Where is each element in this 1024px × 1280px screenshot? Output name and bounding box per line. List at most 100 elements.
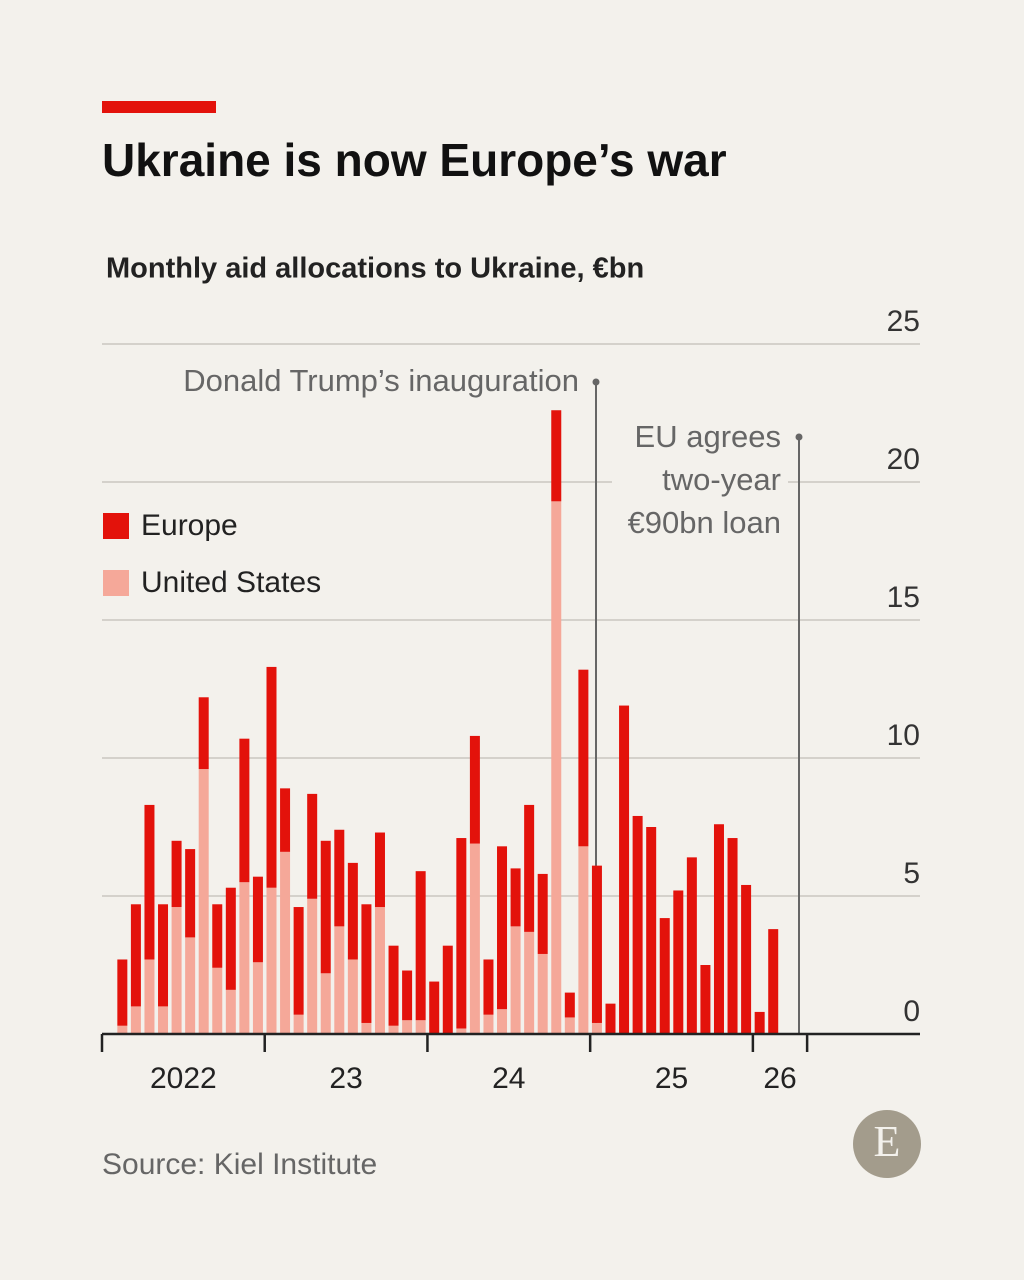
bar-segment bbox=[591, 1022, 602, 1034]
bar-segment bbox=[388, 945, 399, 1026]
annotation-bg bbox=[612, 506, 788, 544]
logo-circle bbox=[853, 1110, 921, 1178]
bar-segment bbox=[171, 840, 182, 908]
bar-segment bbox=[158, 904, 169, 1007]
x-tick-label: 23 bbox=[329, 1062, 362, 1095]
bar-segment bbox=[713, 824, 724, 1034]
bar-segment bbox=[673, 890, 684, 1034]
bar-segment bbox=[402, 1020, 413, 1034]
annotation-bg bbox=[612, 463, 788, 501]
bar-segment bbox=[144, 804, 155, 960]
bar-segment bbox=[619, 705, 630, 1034]
bar-segment bbox=[741, 884, 752, 1034]
bar-segment bbox=[334, 829, 345, 927]
bar-segment bbox=[578, 669, 589, 847]
bar-segment bbox=[456, 838, 467, 1029]
bar-segment bbox=[578, 846, 589, 1034]
bar-segment bbox=[483, 959, 494, 1015]
bar-segment bbox=[605, 1003, 616, 1034]
bar-segment bbox=[252, 876, 263, 963]
bar-segment bbox=[632, 815, 643, 1034]
legend-label: United States bbox=[141, 566, 321, 599]
annotation-dot bbox=[795, 433, 803, 441]
bar-segment bbox=[510, 926, 521, 1034]
bar-segment bbox=[483, 1014, 494, 1034]
bar-segment bbox=[293, 1014, 304, 1034]
bar-segment bbox=[564, 992, 575, 1018]
y-tick-label: 5 bbox=[903, 857, 920, 890]
bar-segment bbox=[252, 962, 263, 1034]
y-tick-label: 20 bbox=[887, 443, 920, 476]
bar-segment bbox=[293, 907, 304, 1015]
bar-segment bbox=[551, 501, 562, 1034]
bar-segment bbox=[754, 1011, 765, 1034]
x-tick-label: 24 bbox=[492, 1062, 525, 1095]
bar-segment bbox=[497, 846, 508, 1010]
bar-segment bbox=[510, 868, 521, 927]
bar-segment bbox=[537, 873, 548, 954]
bar-segment bbox=[280, 788, 291, 852]
bar-segment bbox=[266, 666, 277, 888]
bar-segment bbox=[320, 973, 331, 1034]
annotation-dot bbox=[592, 378, 600, 386]
bar-segment bbox=[659, 918, 670, 1034]
y-tick-label: 25 bbox=[887, 305, 920, 338]
bar-segment bbox=[130, 1006, 141, 1034]
bar-segment bbox=[442, 945, 453, 1034]
bar-segment bbox=[158, 1006, 169, 1034]
bar-segment bbox=[469, 735, 480, 844]
bar-segment bbox=[361, 1022, 372, 1034]
bar-segment bbox=[266, 887, 277, 1034]
y-tick-label: 10 bbox=[887, 719, 920, 752]
bar-segment bbox=[388, 1025, 399, 1034]
bar-segment bbox=[225, 989, 236, 1034]
legend-swatch bbox=[103, 513, 129, 539]
bar-segment bbox=[374, 907, 385, 1034]
bar-segment bbox=[334, 926, 345, 1034]
bar-segment bbox=[361, 904, 372, 1023]
bar-segment bbox=[402, 970, 413, 1021]
legend-swatch bbox=[103, 570, 129, 596]
chart-subtitle: Monthly aid allocations to Ukraine, €bn bbox=[106, 253, 644, 285]
source: Source: Kiel Institute bbox=[102, 1148, 377, 1181]
annotation-bg bbox=[612, 420, 788, 458]
bar-segment bbox=[347, 959, 358, 1034]
bar-segment bbox=[239, 882, 250, 1034]
annotation: EU agrees bbox=[635, 419, 781, 454]
bar-segment bbox=[524, 804, 535, 932]
bar-segment bbox=[591, 865, 602, 1023]
legend-label: Europe bbox=[141, 509, 238, 542]
bar-segment bbox=[225, 887, 236, 990]
bar-segment bbox=[130, 904, 141, 1007]
bar-segment bbox=[727, 838, 738, 1034]
bar-segment bbox=[415, 1020, 426, 1034]
bar-segment bbox=[212, 967, 223, 1034]
bar-segment bbox=[686, 857, 697, 1034]
bar-segment bbox=[320, 840, 331, 974]
bar-segment bbox=[374, 832, 385, 908]
bar-segment bbox=[185, 849, 196, 938]
y-tick-label: 15 bbox=[887, 581, 920, 614]
annotation: €90bn loan bbox=[628, 505, 781, 540]
bar-segment bbox=[198, 769, 209, 1034]
bar-segment bbox=[280, 851, 291, 1034]
bar-segment bbox=[537, 953, 548, 1034]
bar-segment bbox=[551, 410, 562, 502]
bar-segment bbox=[429, 981, 440, 1034]
bar-segment bbox=[307, 793, 318, 899]
bar-segment bbox=[469, 843, 480, 1034]
red-rule bbox=[102, 101, 216, 113]
bar-segment bbox=[239, 738, 250, 883]
bar-segment bbox=[307, 898, 318, 1034]
bar-segment bbox=[456, 1028, 467, 1034]
bar-segment bbox=[347, 862, 358, 960]
bar-segment bbox=[117, 959, 128, 1026]
x-tick-label: 26 bbox=[763, 1062, 796, 1095]
bar-segment bbox=[171, 907, 182, 1034]
bar-segment bbox=[144, 959, 155, 1034]
bar-segment bbox=[117, 1025, 128, 1034]
annotation: two-year bbox=[662, 462, 781, 497]
x-tick-label: 25 bbox=[655, 1062, 688, 1095]
bar-segment bbox=[768, 929, 779, 1034]
